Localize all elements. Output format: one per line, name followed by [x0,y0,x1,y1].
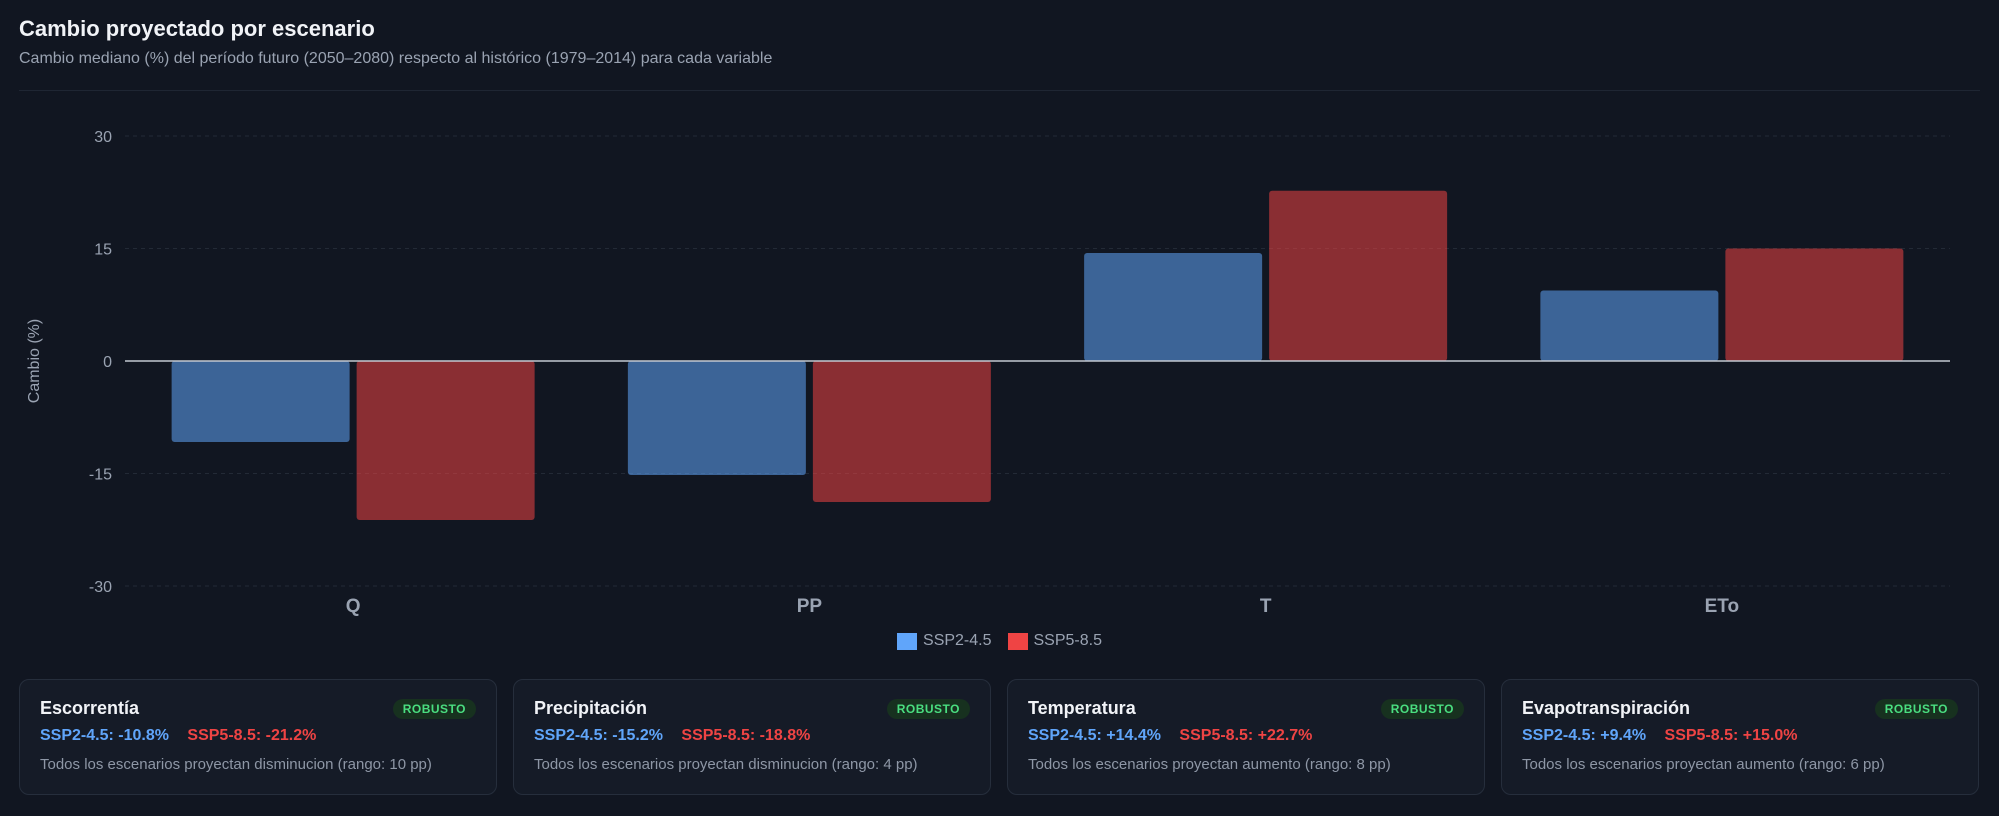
y-tick-label: 30 [94,129,112,146]
card-title: Precipitación [534,698,648,718]
legend-swatch-ssp585 [1007,632,1028,650]
robust-badge: ROBUSTO [1380,698,1464,719]
bar-pp-ssp585 [812,361,991,502]
legend-item-ssp245[interactable]: SSP2-4.5 [897,632,992,650]
legend-item-ssp585[interactable]: SSP5-8.5 [1007,632,1102,650]
header-divider [19,90,1980,91]
ssp245-value: SSP2-4.5: -10.8% [40,727,169,744]
card-note: Todos los escenarios proyectan disminuci… [40,756,432,773]
robust-badge: ROBUSTO [392,698,476,719]
y-axis-label: Cambio (%) [26,319,43,403]
x-tick-label: ETo [1705,596,1739,617]
legend-swatch-ssp245 [897,632,918,650]
x-tick-label: Q [346,596,361,617]
card-note: Todos los escenarios proyectan aumento (… [1522,756,1885,773]
chart-legend: SSP2-4.5 SSP5-8.5 [0,632,1999,650]
card-title: Escorrentía [40,698,140,718]
chart-subtitle: Cambio mediano (%) del período futuro (2… [19,50,773,67]
legend-label-ssp585: SSP5-8.5 [1033,632,1102,649]
ssp585-value: SSP5-8.5: +15.0% [1664,727,1798,744]
summary-cards: Escorrentía ROBUSTO SSP2-4.5: -10.8% SSP… [19,679,1979,795]
y-tick-label: -15 [89,467,112,484]
card-note: Todos los escenarios proyectan disminuci… [534,756,918,773]
chart-title: Cambio proyectado por escenario [19,16,375,41]
ssp245-value: SSP2-4.5: +9.4% [1522,727,1647,744]
card-evapotranspiracion: Evapotranspiración ROBUSTO SSP2-4.5: +9.… [1501,679,1979,795]
robust-badge: ROBUSTO [1874,698,1958,719]
bar-eto-ssp245 [1540,290,1719,361]
y-tick-label: 15 [94,242,112,259]
bar-t-ssp245 [1084,253,1263,361]
card-escorrentia: Escorrentía ROBUSTO SSP2-4.5: -10.8% SSP… [19,679,497,795]
bar-q-ssp585 [356,361,535,520]
robust-badge: ROBUSTO [886,698,970,719]
bar-pp-ssp245 [627,361,806,475]
bar-t-ssp585 [1269,190,1448,361]
bar-chart: 30 15 0 -15 -30 Cambio (%) Q PP T ETo [26,129,1950,617]
y-tick-label: -30 [89,579,112,596]
ssp245-value: SSP2-4.5: -15.2% [534,727,663,744]
card-temperatura: Temperatura ROBUSTO SSP2-4.5: +14.4% SSP… [1007,679,1485,795]
bar-q-ssp245 [171,361,350,442]
x-tick-label: T [1260,596,1272,617]
bar-eto-ssp585 [1725,248,1904,361]
x-tick-label: PP [797,596,823,617]
ssp245-value: SSP2-4.5: +14.4% [1028,727,1161,744]
ssp585-value: SSP5-8.5: +22.7% [1179,727,1313,744]
card-title: Evapotranspiración [1522,698,1691,718]
card-title: Temperatura [1028,698,1136,718]
legend-label-ssp245: SSP2-4.5 [923,632,992,649]
ssp585-value: SSP5-8.5: -21.2% [187,727,317,744]
y-tick-label: 0 [103,354,112,371]
card-precipitacion: Precipitación ROBUSTO SSP2-4.5: -15.2% S… [513,679,991,795]
card-note: Todos los escenarios proyectan aumento (… [1028,756,1391,773]
ssp585-value: SSP5-8.5: -18.8% [681,727,811,744]
